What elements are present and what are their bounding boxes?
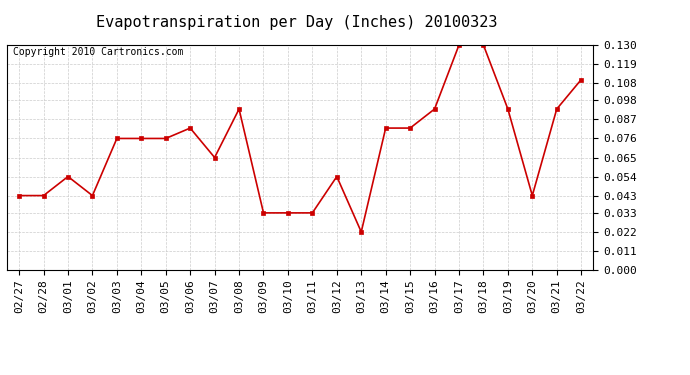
- Text: Copyright 2010 Cartronics.com: Copyright 2010 Cartronics.com: [13, 47, 183, 57]
- Text: Evapotranspiration per Day (Inches) 20100323: Evapotranspiration per Day (Inches) 2010…: [96, 15, 497, 30]
